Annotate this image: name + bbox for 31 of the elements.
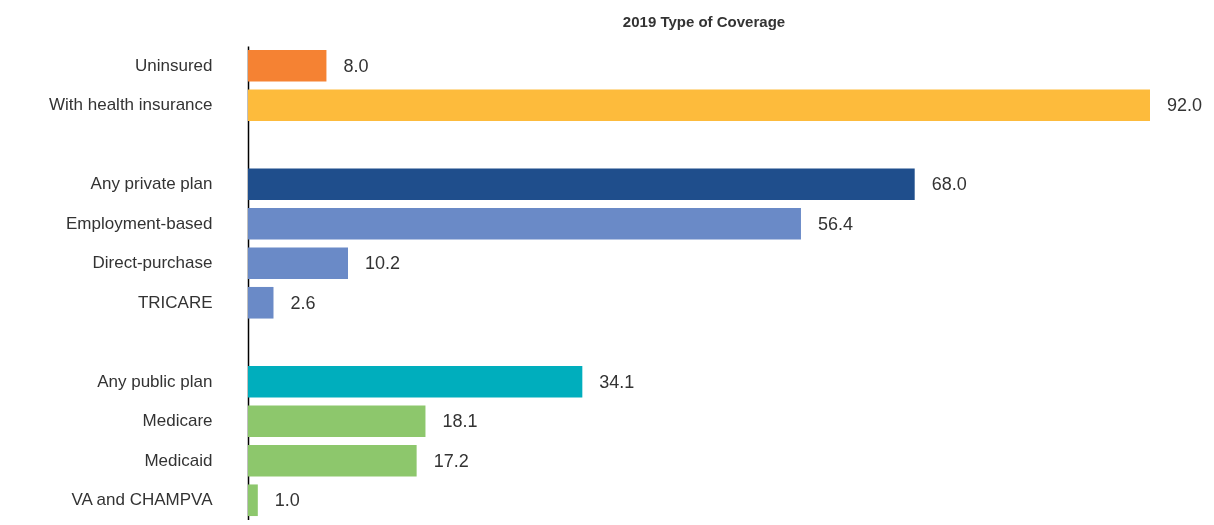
y-tick-label: Direct-purchase [92, 253, 213, 273]
bar [248, 365, 583, 398]
data-label: 17.2 [433, 450, 469, 471]
data-label: 8.0 [343, 55, 369, 76]
data-label: 10.2 [365, 253, 401, 274]
data-label: 1.0 [274, 490, 300, 511]
bar [248, 286, 274, 319]
bar [248, 405, 426, 438]
y-tick-label: Uninsured [135, 55, 213, 75]
bar [248, 484, 258, 517]
data-label: 56.4 [817, 213, 854, 234]
y-tick-label: Medicaid [144, 450, 213, 470]
y-tick-label: Any public plan [97, 371, 213, 391]
data-label: 18.1 [442, 411, 478, 432]
bar [248, 89, 1150, 122]
bar [248, 49, 327, 82]
bar [248, 207, 801, 240]
y-tick-label: TRICARE [137, 292, 213, 312]
bar [248, 247, 348, 280]
y-tick-label: VA and CHAMPVA [71, 490, 214, 510]
data-label: 68.0 [931, 174, 967, 195]
data-label: 92.0 [1167, 95, 1203, 116]
chart-title: 2019 Type of Coverage [622, 13, 786, 30]
y-tick-label: Employment-based [66, 213, 213, 233]
data-label: 2.6 [290, 292, 316, 313]
y-tick-label: With health insurance [49, 95, 213, 115]
data-label: 34.1 [599, 371, 635, 392]
bar [248, 444, 417, 477]
y-tick-label: Any private plan [90, 174, 213, 194]
bar [248, 168, 915, 201]
y-tick-label: Medicare [142, 411, 213, 431]
